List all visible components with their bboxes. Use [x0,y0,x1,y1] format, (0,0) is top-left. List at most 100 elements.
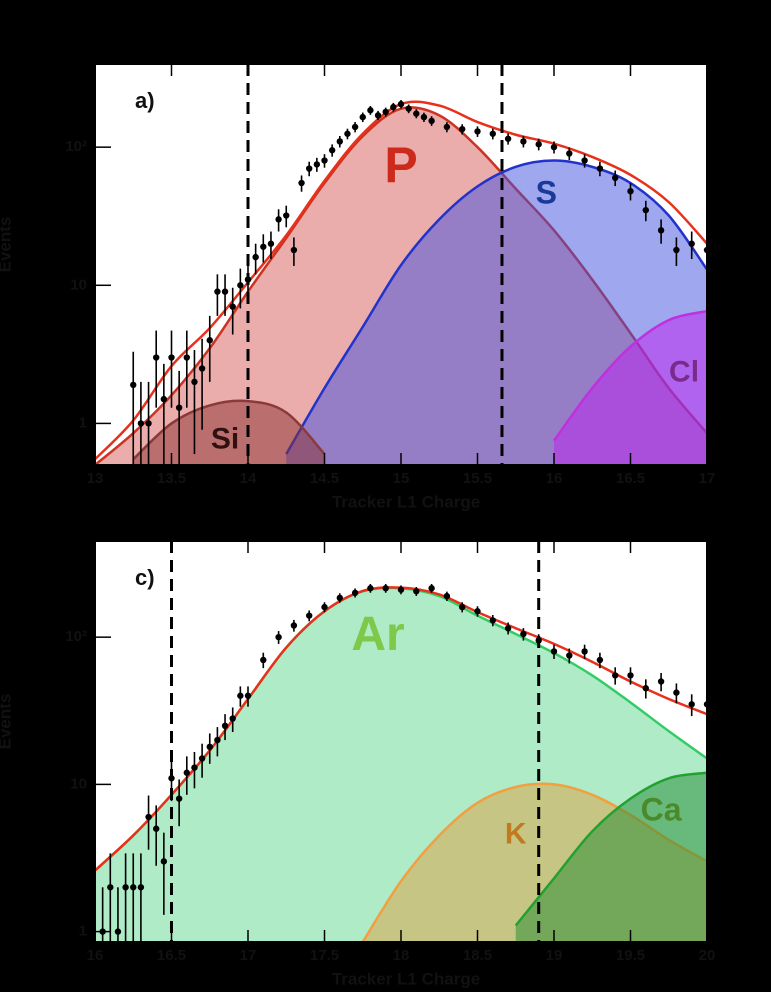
x-tick-label: 16.5 [157,947,186,964]
component-line [285,159,707,455]
data-point [260,656,267,664]
data-point [382,585,389,592]
data-point [535,637,542,644]
data-point [198,755,206,762]
data-point [275,633,282,641]
data-point [221,722,229,730]
data-point [137,420,145,427]
data-point [183,769,190,776]
component-line [132,399,326,461]
data-point [313,161,321,168]
data-point [428,117,435,125]
data-point [237,282,244,289]
y-tick-label: 1 [79,414,87,431]
data-point [168,354,175,361]
component-area [133,400,325,465]
data-point [122,884,129,891]
data-point [566,652,573,659]
x-tick-label: 16.5 [616,470,645,487]
data-point [420,113,428,121]
data-point [390,103,397,111]
x-tick-label: 16 [546,470,563,487]
data-point [612,672,619,679]
data-point [351,589,359,597]
component-label: K [505,817,527,850]
data-point [306,612,313,619]
data-point [191,764,198,771]
data-point [612,174,619,182]
data-point [405,105,412,112]
y-axis-title: Events [0,694,14,750]
data-point [283,212,290,219]
panel-label: c) [135,565,155,590]
data-point [657,678,665,685]
data-point [520,138,527,145]
component-line [514,771,707,927]
component-label: Ca [641,791,682,827]
data-point [168,775,175,782]
component-label: Cl [669,355,699,388]
data-point [657,227,665,234]
x-tick-label: 19.5 [616,947,645,964]
component-area [554,311,707,465]
data-point [198,365,206,372]
data-point [344,130,351,137]
component-label: Si [211,423,239,456]
data-point [504,625,512,632]
data-point [260,243,267,250]
data-point [137,884,145,891]
data-point [275,216,282,223]
data-point [229,715,236,722]
data-point [489,617,496,624]
data-point [237,692,244,699]
component-label: Ar [351,608,404,661]
data-point [596,656,604,664]
data-point [244,692,252,699]
data-point [459,125,466,133]
data-point [474,128,481,135]
x-tick-label: 14 [240,470,257,487]
data-point [443,123,451,131]
data-point [153,354,160,361]
data-point [397,586,405,593]
x-tick-label: 19 [546,947,563,964]
x-tick-label: 16 [87,947,104,964]
data-point [321,603,328,611]
data-point [374,112,382,119]
y-tick-label: 10 [70,276,87,293]
data-point [214,288,221,295]
x-tick-label: 17 [699,470,716,487]
data-point [443,592,451,600]
y-tick-label: 10² [65,138,87,155]
data-point [175,404,183,411]
data-point [183,354,190,361]
x-tick-label: 14.5 [310,470,339,487]
x-tick-label: 13 [87,470,104,487]
data-point [336,138,343,145]
component-area [515,772,707,942]
data-point [596,165,604,172]
data-point [382,108,389,116]
data-point [627,672,634,679]
component-label: S [536,175,557,211]
data-point [688,701,695,708]
data-point [642,206,649,214]
y-tick-label: 1 [79,923,87,940]
y-tick-label: 10 [70,775,87,792]
x-tick-label: 18 [393,947,410,964]
data-point [191,378,198,386]
data-point [252,253,259,261]
plot-area [95,64,707,465]
data-point [581,157,588,164]
data-point [290,622,298,629]
x-tick-label: 20 [699,947,716,964]
data-point [474,608,481,615]
data-point [550,143,558,151]
x-tick-label: 13.5 [157,470,186,487]
data-point [535,141,542,148]
data-point [214,736,221,744]
x-tick-label: 18.5 [463,947,492,964]
data-point [550,648,558,655]
data-point [642,685,649,692]
data-point [244,276,252,283]
